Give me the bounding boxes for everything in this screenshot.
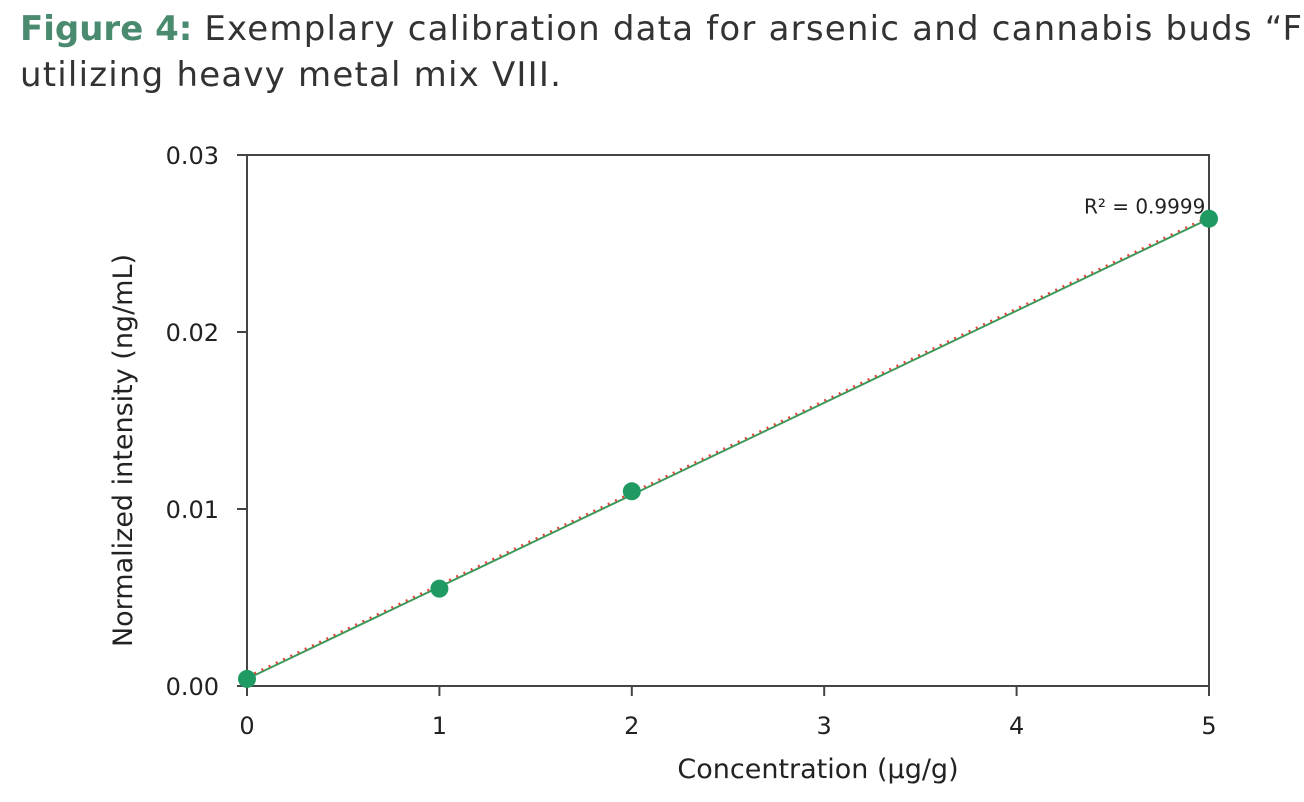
figure-caption: Figure 4: Exemplary calibration data for… (20, 6, 1304, 98)
y-tick-label: 0.00 (166, 673, 219, 701)
x-tick-label: 1 (432, 712, 447, 740)
data-point (1200, 209, 1218, 228)
dotted-fit-line (246, 215, 1210, 679)
caption-line-1: Figure 4: Exemplary calibration data for… (20, 6, 1304, 52)
x-tick-label: 4 (1009, 712, 1024, 740)
plot-frame (246, 154, 1210, 687)
y-tick-label: 0.01 (166, 496, 219, 524)
x-tick-label: 3 (817, 712, 832, 740)
y-tick-label: 0.02 (166, 319, 219, 347)
x-tick-label: 5 (1201, 712, 1216, 740)
caption-text-1: Exemplary calibration data for arsenic a… (192, 9, 1304, 49)
figure-label: Figure 4: (20, 9, 193, 49)
data-point (622, 482, 641, 501)
data-point (238, 669, 256, 688)
x-ticks: 0 1 2 3 4 5 (239, 686, 1217, 740)
caption-line-2: utilizing heavy metal mix VIII. (20, 55, 563, 95)
x-tick-label: 0 (239, 712, 254, 740)
y-tick-label: 0.03 (166, 142, 219, 170)
x-tick-label: 2 (624, 712, 639, 740)
y-axis-title: Normalized intensity (ng/mL) (108, 254, 139, 647)
data-point (430, 579, 449, 598)
data-points (238, 209, 1218, 688)
r-squared-annotation: R² = 0.9999 (1084, 194, 1205, 218)
x-axis-title: Concentration (µg/g) (677, 754, 958, 785)
y-ticks: 0.00 0.01 0.02 0.03 (166, 142, 247, 701)
fit-line (246, 217, 1210, 680)
